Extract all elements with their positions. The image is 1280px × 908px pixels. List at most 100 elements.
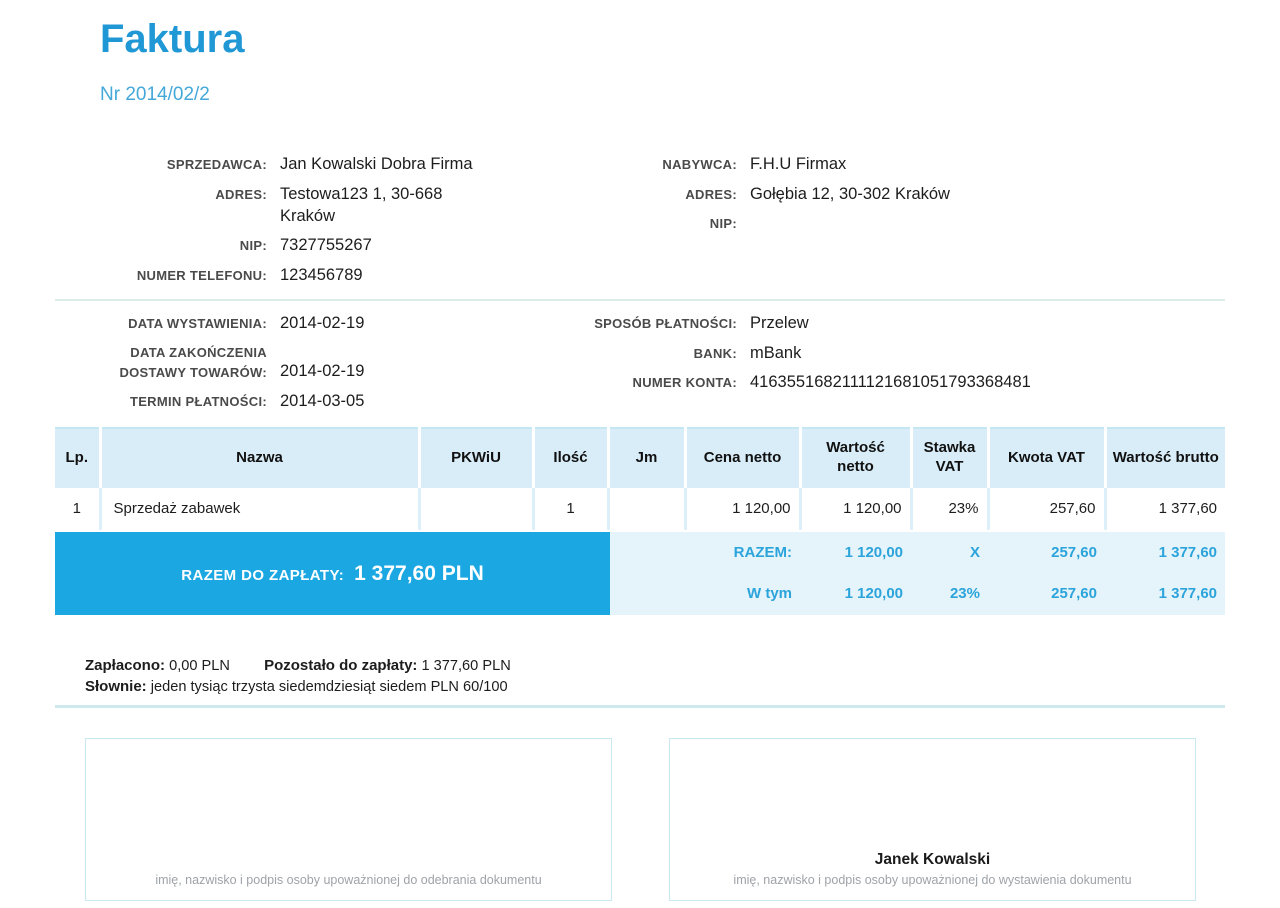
seller-nip-label: NIP:	[239, 238, 267, 254]
col-header-kwota-vat: Kwota VAT	[986, 426, 1105, 488]
account-number-label: NUMER KONTA:	[632, 375, 737, 391]
paid-label: Zapłacono:	[85, 656, 166, 674]
col-header-jm: Jm	[606, 426, 685, 488]
buyer-address-label: ADRES:	[685, 186, 737, 202]
account-number-value: 4163551682111121681051793368481	[750, 373, 1031, 392]
col-header-cena-netto: Cena netto	[683, 426, 800, 488]
issuer-signature-name: Janek Kowalski	[874, 850, 991, 868]
buyer-label: NABYWCA:	[662, 157, 737, 172]
page-title: Faktura	[100, 17, 245, 61]
buyer-block: NABYWCA: F.H.U Firmax ADRES: Gołębia 12,…	[570, 154, 1225, 234]
seller-phone-row: NUMER TELEFONU: 123456789	[55, 265, 555, 287]
receiver-signature-caption: imię, nazwisko i podpis osoby upoważnion…	[155, 872, 542, 887]
seller-block: SPRZEDAWCA: Jan Kowalski Dobra Firma ADR…	[55, 154, 555, 287]
in-words-value: jeden tysiąc trzysta siedemdziesiąt sied…	[150, 678, 508, 695]
wtym-label: W tym	[747, 585, 792, 603]
payment-method-value: Przelew	[750, 313, 809, 332]
remaining-label: Pozostało do zapłaty:	[264, 656, 418, 674]
item-quantity: 1	[531, 487, 608, 530]
issue-date-row: DATA WYSTAWIENIA: 2014-02-19	[55, 313, 555, 335]
buyer-address-row: ADRES: Gołębia 12, 30-302 Kraków	[570, 184, 1225, 206]
bank-row: BANK: mBank	[570, 343, 1225, 365]
vat-summary-total-row: RAZEM: 1 120,00 X 257,60 1 377,60	[610, 532, 1225, 574]
seller-phone-value: 123456789	[280, 266, 363, 285]
buyer-name-value: F.H.U Firmax	[750, 155, 847, 173]
due-date-label: TERMIN PŁATNOŚCI:	[129, 393, 267, 409]
payment-method-row: SPOSÓB PŁATNOŚCI: Przelew	[570, 313, 1225, 335]
item-pkwiu	[417, 487, 533, 530]
item-net-price: 1 120,00	[683, 487, 800, 530]
item-vat-rate: 23%	[909, 487, 988, 530]
item-unit	[606, 487, 685, 530]
col-header-nazwa: Nazwa	[98, 426, 419, 488]
col-header-pkwiu: PKWiU	[417, 426, 533, 488]
section-divider	[55, 298, 1225, 301]
in-words-line: Słownie: jeden tysiąc trzysta siedemdzie…	[85, 678, 1195, 695]
issuer-signature-box: Janek Kowalski imię, nazwisko i podpis o…	[669, 737, 1196, 901]
receiver-signature-box: imię, nazwisko i podpis osoby upoważnion…	[85, 737, 612, 901]
col-header-ilosc: Ilość	[531, 426, 608, 488]
dates-payment-section: DATA WYSTAWIENIA: 2014-02-19 DATA ZAKOŃC…	[0, 313, 1280, 413]
parties-section: SPRZEDAWCA: Jan Kowalski Dobra Firma ADR…	[0, 154, 1280, 287]
delivery-date-label: DATA ZAKOŃCZENIA DOSTAWY TOWARÓW:	[119, 344, 267, 380]
buyer-address-value: Gołębia 12, 30-302 Kraków	[750, 184, 950, 203]
seller-address-row: ADRES: Testowa123 1, 30-668 Kraków	[55, 184, 555, 228]
issuer-signature-caption: imię, nazwisko i podpis osoby upoważnion…	[733, 872, 1132, 887]
bank-value: mBank	[750, 343, 802, 362]
in-words-label: Słownie:	[85, 677, 147, 695]
col-header-wartosc-brutto: Wartość brutto	[1103, 426, 1225, 488]
razem-kwota-vat: 257,60	[1051, 543, 1097, 561]
delivery-date-row: DATA ZAKOŃCZENIA DOSTAWY TOWARÓW: 2014-0…	[55, 343, 555, 383]
razem-stawka-vat: X	[969, 543, 980, 561]
issue-date-label: DATA WYSTAWIENIA:	[128, 315, 267, 331]
vat-summary-panel: RAZEM: 1 120,00 X 257,60 1 377,60 W tym …	[610, 531, 1225, 615]
due-date-row: TERMIN PŁATNOŚCI: 2014-03-05	[55, 391, 555, 413]
seller-name-value: Jan Kowalski Dobra Firma	[280, 155, 473, 173]
wtym-brutto: 1 377,60	[1158, 585, 1217, 603]
items-table: Lp. Nazwa PKWiU Ilość Jm Cena netto Wart…	[55, 426, 1225, 530]
col-header-wartosc-netto: Wartość netto	[798, 426, 911, 488]
buyer-name-row: NABYWCA: F.H.U Firmax	[570, 154, 1225, 176]
payment-block: SPOSÓB PŁATNOŚCI: Przelew BANK: mBank NU…	[570, 313, 1225, 394]
item-vat-amount: 257,60	[986, 487, 1105, 530]
due-date-value: 2014-03-05	[280, 391, 365, 410]
seller-address-label: ADRES:	[215, 186, 267, 202]
paid-line: Zapłacono: 0,00 PLN Pozostało do zapłaty…	[85, 657, 1195, 674]
summary-band: RAZEM DO ZAPŁATY: 1 377,60 PLN RAZEM: 1 …	[55, 531, 1225, 615]
paid-value: 0,00 PLN	[169, 657, 230, 674]
item-lp: 1	[55, 487, 100, 530]
seller-phone-label: NUMER TELEFONU:	[136, 268, 267, 284]
razem-brutto: 1 377,60	[1158, 543, 1217, 561]
seller-label: SPRZEDAWCA:	[166, 157, 267, 172]
seller-nip-row: NIP: 7327755267	[55, 235, 555, 257]
seller-nip-value: 7327755267	[280, 236, 372, 255]
issue-date-value: 2014-02-19	[280, 313, 365, 332]
seller-address-value: Testowa123 1, 30-668 Kraków	[280, 184, 443, 225]
total-due-label: RAZEM DO ZAPŁATY:	[181, 566, 345, 584]
bank-label: BANK:	[693, 345, 737, 361]
col-header-lp: Lp.	[55, 426, 100, 488]
payment-status-block: Zapłacono: 0,00 PLN Pozostało do zapłaty…	[85, 657, 1195, 695]
total-due-box: RAZEM DO ZAPŁATY: 1 377,60 PLN	[55, 531, 610, 615]
vat-summary-breakdown-row: W tym 1 120,00 23% 257,60 1 377,60	[610, 573, 1225, 615]
payment-method-label: SPOSÓB PŁATNOŚCI:	[594, 315, 737, 331]
item-net-value: 1 120,00	[798, 487, 911, 530]
razem-label: RAZEM:	[733, 543, 792, 561]
total-due-value: 1 377,60 PLN	[354, 561, 484, 585]
signatures-section: imię, nazwisko i podpis osoby upoważnion…	[85, 737, 1196, 901]
invoice-number: Nr 2014/02/2	[100, 84, 210, 105]
remaining-value: 1 377,60 PLN	[421, 657, 511, 674]
razem-netto: 1 120,00	[844, 543, 903, 561]
col-header-stawka-vat: Stawka VAT	[909, 426, 988, 488]
section-divider	[55, 704, 1225, 708]
delivery-date-value: 2014-02-19	[280, 362, 365, 381]
buyer-nip-row: NIP:	[570, 214, 1225, 234]
account-number-row: NUMER KONTA: 416355168211112168105179336…	[570, 372, 1225, 394]
item-row: 1 Sprzedaż zabawek 1 1 120,00 1 120,00 2…	[55, 487, 1225, 530]
wtym-stawka-vat: 23%	[949, 585, 980, 603]
dates-block: DATA WYSTAWIENIA: 2014-02-19 DATA ZAKOŃC…	[55, 313, 555, 413]
seller-name-row: SPRZEDAWCA: Jan Kowalski Dobra Firma	[55, 154, 555, 176]
wtym-netto: 1 120,00	[844, 585, 903, 603]
items-header-row: Lp. Nazwa PKWiU Ilość Jm Cena netto Wart…	[55, 426, 1225, 488]
